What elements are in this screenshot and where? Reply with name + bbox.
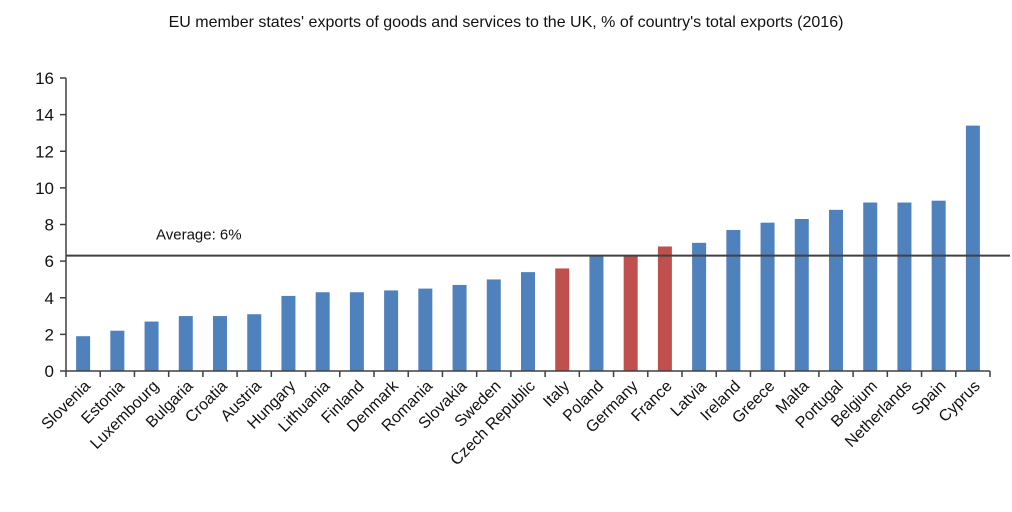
average-label: Average: 6% — [156, 227, 242, 244]
bar-luxembourg — [144, 321, 159, 371]
bar-cyprus — [965, 125, 980, 371]
y-axis: 0 2 4 6 8 10 12 14 16 — [35, 69, 67, 381]
y-tick-label: 0 — [45, 362, 54, 381]
bar-sweden — [486, 279, 501, 371]
bar-slovenia — [76, 336, 91, 371]
bar-bulgaria — [178, 316, 193, 371]
bar-latvia — [692, 242, 707, 371]
bar-finland — [349, 292, 364, 371]
bar-romania — [418, 288, 433, 371]
bar-spain — [931, 200, 946, 371]
bar-lithuania — [315, 292, 330, 371]
x-tick-label: Slovenia — [39, 378, 94, 433]
y-tick-label: 16 — [35, 69, 54, 88]
bar-estonia — [110, 330, 125, 371]
bars — [76, 125, 980, 371]
bar-france — [657, 246, 672, 371]
y-tick-label: 8 — [45, 216, 54, 235]
bar-hungary — [281, 295, 296, 371]
y-tick-label: 10 — [35, 179, 54, 198]
bar-greece — [760, 222, 775, 371]
bar-croatia — [213, 316, 227, 371]
x-axis: SloveniaEstoniaLuxembourgBulgariaCroatia… — [39, 370, 991, 469]
y-tick-label: 14 — [35, 106, 54, 125]
bar-italy — [555, 268, 570, 371]
bar-slovakia — [452, 284, 467, 371]
bar-malta — [794, 219, 809, 371]
bar-germany — [623, 255, 638, 371]
bar-netherlands — [897, 202, 912, 371]
bar-ireland — [726, 229, 741, 371]
bar-czech-republic — [521, 272, 535, 371]
bar-poland — [589, 255, 604, 371]
y-tick-label: 6 — [45, 252, 54, 271]
bar-belgium — [863, 202, 878, 371]
bar-portugal — [829, 209, 843, 371]
y-tick-label: 4 — [45, 289, 54, 308]
bar-denmark — [384, 290, 399, 371]
average-reference: Average: 6% — [66, 227, 1010, 257]
bar-austria — [247, 314, 262, 371]
y-tick-label: 12 — [35, 142, 54, 161]
y-tick-label: 2 — [45, 325, 54, 344]
chart-title: EU member states' exports of goods and s… — [168, 14, 844, 31]
